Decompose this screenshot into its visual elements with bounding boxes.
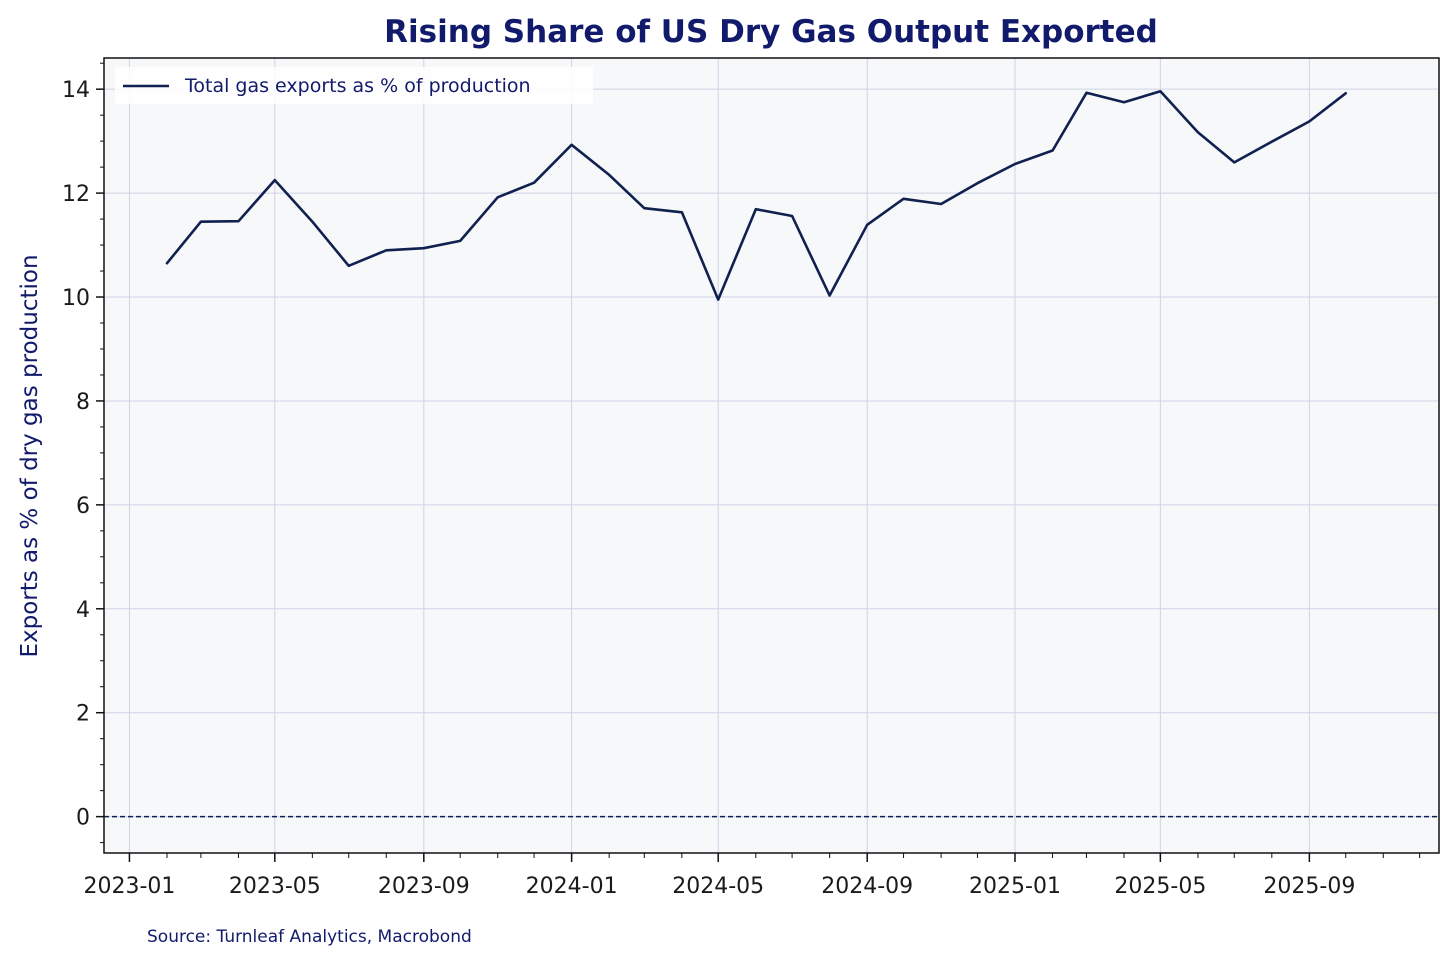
- plot-frame: [103, 57, 1440, 854]
- y-tick-label: 0: [76, 806, 90, 831]
- y-tick-label: 6: [76, 494, 90, 519]
- y-tick-label: 14: [62, 78, 90, 103]
- y-axis: 0 2 4 6 8 10 12 14: [62, 62, 104, 844]
- legend-label: Total gas exports as % of production: [184, 75, 531, 97]
- x-tick-label: 2025-05: [1114, 874, 1206, 899]
- x-tick-label: 2024-09: [821, 874, 913, 899]
- x-tick-label: 2023-09: [378, 874, 470, 899]
- y-tick-label: 8: [76, 390, 90, 415]
- x-tick-label: 2024-05: [672, 874, 764, 899]
- legend: Total gas exports as % of production: [115, 67, 593, 104]
- y-tick-label: 2: [76, 702, 90, 727]
- x-tick-label: 2025-09: [1263, 874, 1355, 899]
- chart-title: Rising Share of US Dry Gas Output Export…: [384, 14, 1158, 50]
- source-note: Source: Turnleaf Analytics, Macrobond: [147, 927, 472, 947]
- x-tick-label: 2023-05: [229, 874, 321, 899]
- x-axis: 2023-01 2023-05 2023-09 2024-01 2024-05 2024-…: [83, 853, 1421, 899]
- y-tick-label: 4: [76, 598, 90, 623]
- x-tick-label: 2025-01: [969, 874, 1061, 899]
- series-group: [165, 90, 1347, 301]
- y-tick-label: 12: [62, 182, 90, 207]
- grid-lines: [104, 58, 1439, 853]
- plot-area: [104, 58, 1439, 853]
- series-line: [165, 90, 1347, 301]
- legend-box: [115, 67, 593, 104]
- y-tick-label: 10: [62, 286, 90, 311]
- x-tick-label: 2023-01: [83, 874, 175, 899]
- x-tick-label: 2024-01: [526, 874, 618, 899]
- y-axis-label: Exports as % of dry gas production: [17, 254, 43, 657]
